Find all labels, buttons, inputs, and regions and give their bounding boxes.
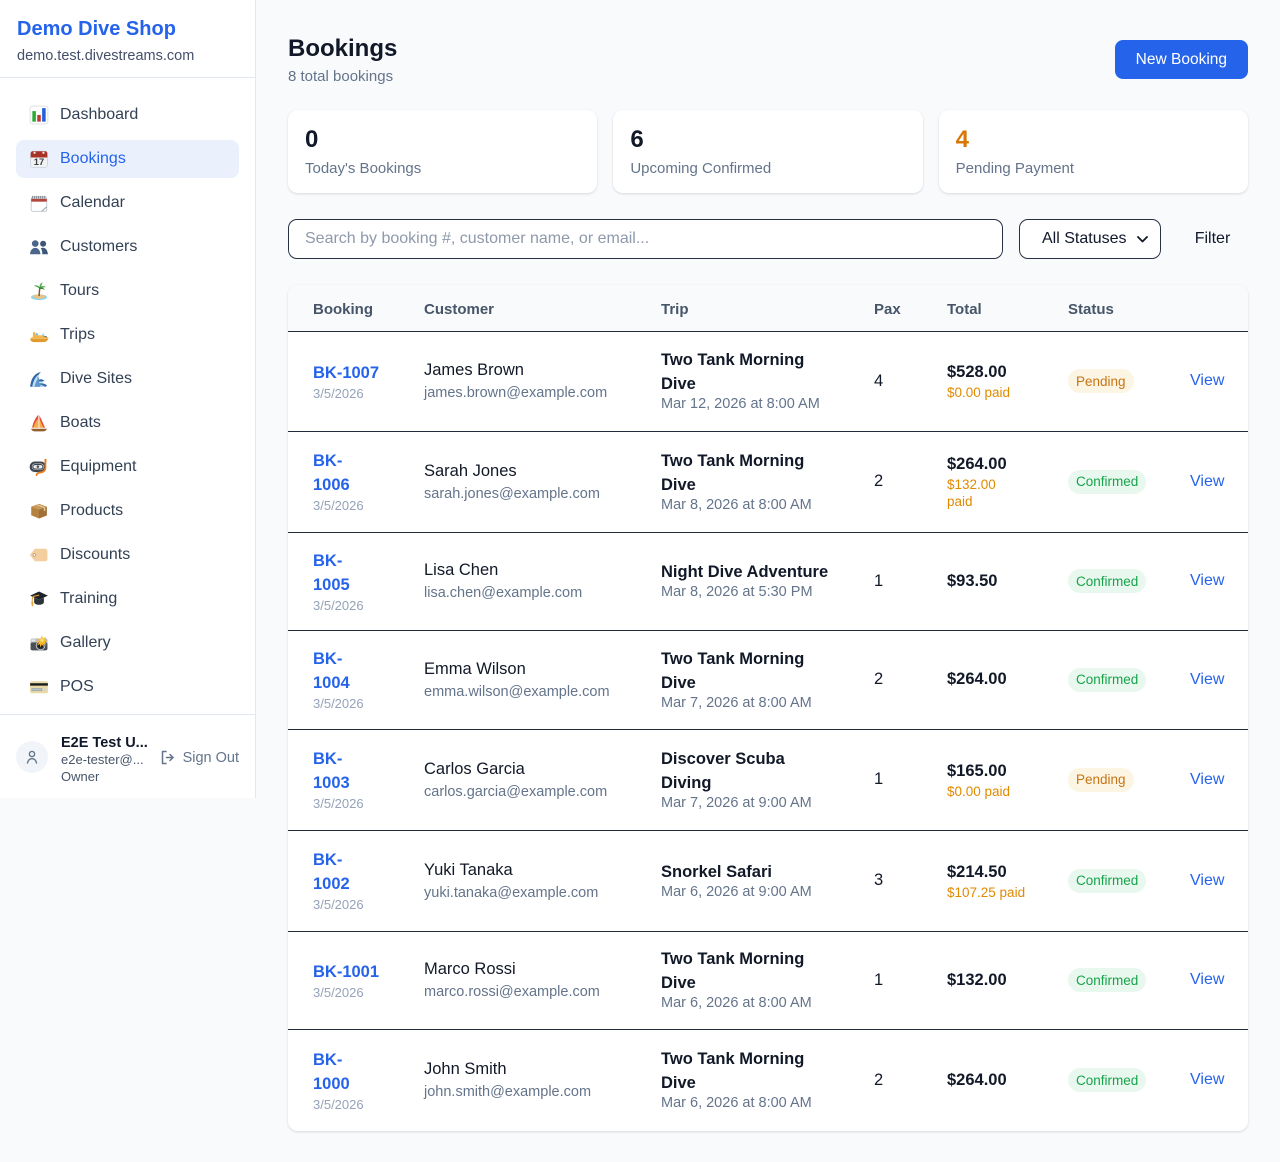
svg-text:17: 17 xyxy=(34,157,44,167)
